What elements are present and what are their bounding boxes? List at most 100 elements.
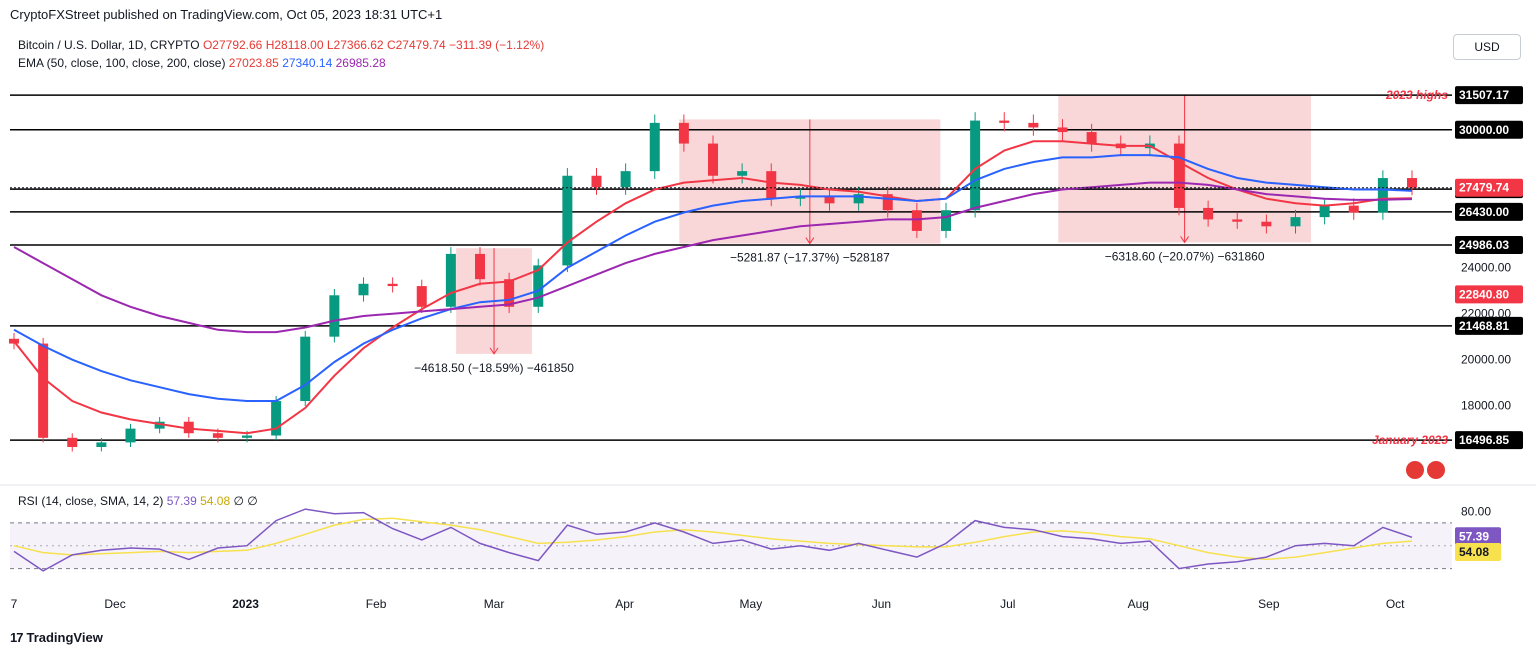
candle-Mar-13[interactable] xyxy=(533,265,544,307)
candle-Dec-5[interactable] xyxy=(125,428,136,443)
candle-Jun-12[interactable] xyxy=(911,210,922,231)
ema100-value: 27340.14 xyxy=(282,56,333,70)
current-price-tag xyxy=(1455,178,1523,197)
ema50-line[interactable] xyxy=(13,140,1413,435)
candle-Mar-27[interactable] xyxy=(591,175,602,188)
currency-button[interactable]: USD xyxy=(1453,34,1521,60)
x-tick-Dec: Dec xyxy=(104,597,125,611)
measure-label-2: −5281.87 (−17.37%) −528187 xyxy=(730,251,890,265)
level-tag-text-31507.17: 31507.17 xyxy=(1459,88,1509,102)
candle-Jun-19[interactable] xyxy=(941,210,951,231)
candle-Sep-4[interactable] xyxy=(1261,221,1272,227)
us-flag-icon-2[interactable] xyxy=(1427,461,1445,479)
candle-Jan-9[interactable] xyxy=(271,401,282,436)
candle-Oct-2[interactable] xyxy=(1377,178,1388,213)
candle-May-8[interactable] xyxy=(766,171,777,199)
candle-Sep-11[interactable] xyxy=(1290,217,1301,227)
level-tag-31507.17 xyxy=(1455,86,1523,105)
rsi-tick-80.00: 80.00 xyxy=(1461,504,1491,518)
candle-Jul-10[interactable] xyxy=(1028,122,1039,128)
candle-Dec-19[interactable] xyxy=(183,421,194,434)
candle-May-22[interactable] xyxy=(824,196,835,204)
candle-Jun-5[interactable] xyxy=(882,194,893,211)
measure-label-1: −4618.50 (−18.59%) −461850 xyxy=(414,361,574,375)
ema-label[interactable]: EMA (50, close, 100, close, 200, close) xyxy=(18,56,226,70)
candle-Feb-13[interactable] xyxy=(416,286,427,307)
candle-Feb-20[interactable] xyxy=(445,253,456,307)
candle-Jan-16[interactable] xyxy=(300,336,311,402)
level-tag-text-30000.00: 30000.00 xyxy=(1459,123,1509,137)
candle-Oct-5[interactable] xyxy=(1407,178,1417,188)
ema200-line[interactable] xyxy=(13,181,1413,334)
candle-Feb-27[interactable] xyxy=(475,253,485,280)
candle-Apr-24[interactable] xyxy=(708,143,718,176)
candle-Mar-6[interactable] xyxy=(504,279,515,307)
level-tag-text-16496.85: 16496.85 xyxy=(1459,433,1509,447)
tradingview-logo-icon: 17 xyxy=(10,630,24,645)
tradingview-logo[interactable]: 17 TradingView xyxy=(10,630,103,645)
rsi-sma-line[interactable] xyxy=(13,517,1413,561)
candle-Feb-6[interactable] xyxy=(387,283,398,287)
x-tick-Jul: Jul xyxy=(1000,597,1015,611)
price-tick-24000.00: 24000.00 xyxy=(1461,261,1511,275)
candle-May-1[interactable] xyxy=(737,171,748,176)
candle-Dec-12[interactable] xyxy=(154,421,165,429)
x-tick-7: 7 xyxy=(11,597,18,611)
candle-Aug-21[interactable] xyxy=(1203,207,1214,220)
ohlc-low: L27366.62 xyxy=(326,38,384,52)
measure-label-3: −6318.60 (−20.07%) −631860 xyxy=(1105,249,1265,263)
candle-Nov-21[interactable] xyxy=(67,437,78,448)
measure-arrowhead-3 xyxy=(1180,236,1190,244)
x-tick-May: May xyxy=(740,597,763,611)
candle-Jan-2[interactable] xyxy=(242,435,252,438)
ema50-value: 27023.85 xyxy=(228,56,279,70)
candle-Nov-7[interactable] xyxy=(9,338,19,344)
level-tag-text-26430.00: 26430.00 xyxy=(1459,205,1509,219)
publisher-line: CryptoFXStreet published on TradingView.… xyxy=(10,7,443,22)
us-flag-icon[interactable] xyxy=(1406,461,1424,479)
candle-Apr-3[interactable] xyxy=(620,171,631,188)
level-tag-24986.03 xyxy=(1455,236,1523,255)
measure-arrowhead-1 xyxy=(489,347,499,355)
rsi-sma-value: 54.08 xyxy=(200,494,231,508)
ohlc-close: C27479.74 xyxy=(386,38,446,52)
tradingview-logo-text: TradingView xyxy=(26,630,103,645)
ohlc-change: −311.39 (−1.12%) xyxy=(449,38,545,52)
candle-Sep-25[interactable] xyxy=(1348,205,1359,213)
rsi-label[interactable]: RSI (14, close, SMA, 14, 2) xyxy=(18,494,164,508)
candle-Jul-24[interactable] xyxy=(1086,132,1097,144)
rsi-line[interactable] xyxy=(13,508,1413,572)
candle-Nov-28[interactable] xyxy=(96,442,107,448)
ema50-price-tag xyxy=(1455,285,1523,304)
level-tag-30000.00 xyxy=(1455,120,1523,139)
candle-Nov-14[interactable] xyxy=(38,343,49,438)
x-tick-Feb: Feb xyxy=(366,597,387,611)
rsi-value-tag xyxy=(1455,527,1501,546)
ema200-value: 26985.28 xyxy=(335,56,386,70)
candle-Jul-17[interactable] xyxy=(1057,127,1068,133)
candle-Jun-26[interactable] xyxy=(970,120,981,211)
x-tick-Oct: Oct xyxy=(1386,597,1405,611)
candle-Apr-17[interactable] xyxy=(678,122,689,144)
candle-Jan-30[interactable] xyxy=(358,283,369,296)
candle-Dec-26[interactable] xyxy=(212,433,223,438)
candle-May-29[interactable] xyxy=(853,194,864,204)
candle-Aug-14[interactable] xyxy=(1174,143,1184,208)
x-tick-Jun: Jun xyxy=(872,597,891,611)
symbol-legend: Bitcoin / U.S. Dollar, 1D, CRYPTO O27792… xyxy=(18,38,544,52)
candle-May-15[interactable] xyxy=(795,196,806,199)
ohlc-open: O27792.66 xyxy=(202,38,263,52)
candle-Apr-10[interactable] xyxy=(649,122,660,172)
ema50-price-tag-text: 22840.80 xyxy=(1459,287,1509,301)
ema100-line[interactable] xyxy=(13,154,1413,402)
candle-Mar-20[interactable] xyxy=(562,175,573,266)
symbol-name[interactable]: Bitcoin / U.S. Dollar, 1D, CRYPTO xyxy=(18,38,200,52)
level-note-16496.85: January 2023 xyxy=(1372,433,1448,447)
candle-Jan-23[interactable] xyxy=(329,295,340,337)
level-tag-26430.00 xyxy=(1455,202,1523,221)
candle-Jul-3[interactable] xyxy=(999,120,1010,123)
candle-Sep-18[interactable] xyxy=(1319,205,1330,218)
candle-Aug-28[interactable] xyxy=(1232,219,1243,222)
rsi-extra: ∅ ∅ xyxy=(233,494,258,508)
